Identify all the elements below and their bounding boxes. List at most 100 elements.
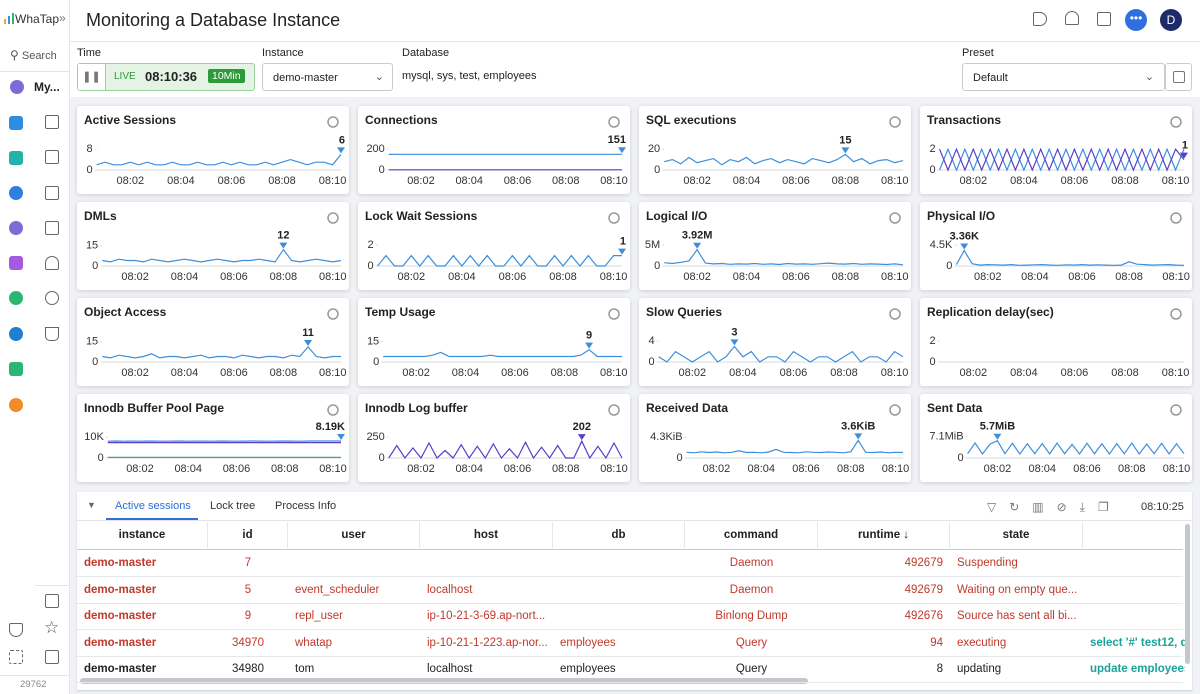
cell[interactable]: whatap <box>295 636 333 649</box>
settings-icon[interactable] <box>327 212 339 224</box>
column-header[interactable]: user <box>288 522 420 548</box>
cell[interactable]: 492676 <box>904 610 943 622</box>
menu-icon[interactable] <box>45 115 59 129</box>
cell[interactable]: 492679 <box>904 557 943 569</box>
collapse[interactable]: » <box>59 11 66 25</box>
tab[interactable]: Process Info <box>275 500 337 512</box>
menu-icon[interactable] <box>9 221 23 235</box>
column-header[interactable]: instance <box>77 522 208 548</box>
settings-icon[interactable] <box>1170 116 1182 128</box>
cell[interactable]: localhost <box>427 663 473 675</box>
save-button[interactable] <box>1165 63 1192 91</box>
settings-icon[interactable] <box>889 116 901 128</box>
menu-icon[interactable] <box>9 116 23 130</box>
menu-icon[interactable] <box>45 186 59 200</box>
tab[interactable]: Active sessions <box>115 500 191 512</box>
cell[interactable]: demo-master <box>84 610 157 622</box>
settings-icon[interactable] <box>608 404 620 416</box>
search[interactable]: ⚲ Search <box>10 48 57 62</box>
cell[interactable]: demo-master <box>84 557 157 569</box>
cell[interactable]: demo-master <box>84 663 157 675</box>
cell[interactable]: updating <box>957 663 1002 675</box>
cell[interactable]: 8 <box>936 663 943 675</box>
settings-icon[interactable] <box>1170 404 1182 416</box>
settings-icon[interactable] <box>1170 212 1182 224</box>
settings-icon[interactable] <box>608 212 620 224</box>
settings-icon[interactable] <box>327 404 339 416</box>
cell[interactable]: employees <box>560 663 616 675</box>
column-header[interactable]: id <box>208 522 288 548</box>
cell[interactable]: Query <box>735 663 768 675</box>
menu-icon[interactable] <box>9 256 23 270</box>
cell[interactable]: select '#' test12, d <box>1090 636 1185 649</box>
menu-icon[interactable] <box>45 150 59 164</box>
cell[interactable]: Binlong Dump <box>715 610 788 622</box>
menu-icon[interactable] <box>9 362 23 376</box>
cell[interactable]: 34980 <box>232 663 264 675</box>
column-header[interactable]: runtime ↓ <box>818 522 950 548</box>
menu-icon[interactable] <box>45 291 59 305</box>
time-control[interactable]: ❚❚ LIVE 08:10:36 10Min <box>77 63 255 91</box>
pause-button[interactable]: ❚❚ <box>78 64 106 90</box>
settings-icon[interactable] <box>327 116 339 128</box>
cell[interactable]: 7 <box>244 557 252 569</box>
settings-icon[interactable] <box>889 404 901 416</box>
menu-icon[interactable] <box>45 327 59 341</box>
cell[interactable]: 9 <box>244 610 252 622</box>
cell[interactable]: Daemon <box>729 583 774 596</box>
doc-icon[interactable] <box>1097 12 1111 26</box>
cell[interactable]: executing <box>957 636 1007 649</box>
settings-icon[interactable] <box>608 116 620 128</box>
menu-icon[interactable] <box>9 186 23 200</box>
cell[interactable]: 34970 <box>232 636 264 649</box>
settings-icon[interactable] <box>1170 308 1182 320</box>
avatar[interactable]: D <box>1160 9 1182 31</box>
toolbar-icons[interactable]: ▽↻▥⊘⤓❐ <box>987 500 1122 514</box>
column-header[interactable]: host <box>420 522 553 548</box>
settings-icon[interactable] <box>889 308 901 320</box>
menu-icon[interactable] <box>9 398 23 412</box>
cell[interactable]: 492679 <box>904 583 943 596</box>
cell[interactable]: Waiting on empty que... <box>957 583 1078 596</box>
menu-icon[interactable] <box>45 221 59 235</box>
cell[interactable]: Query <box>735 636 768 649</box>
cell[interactable]: demo-master <box>84 636 157 649</box>
v-scrollbar[interactable] <box>1185 524 1190 664</box>
settings-icon[interactable] <box>608 308 620 320</box>
cell[interactable]: employees <box>560 636 616 649</box>
column-header[interactable]: command <box>685 522 818 548</box>
star-icon[interactable]: ☆ <box>44 618 60 637</box>
h-scrollbar[interactable] <box>80 678 808 684</box>
column-header[interactable]: db <box>553 522 685 548</box>
chat-icon[interactable]: ••• <box>1125 9 1147 31</box>
cell[interactable]: 94 <box>930 636 943 649</box>
cell[interactable]: tom <box>295 663 315 675</box>
instance-select[interactable]: demo-master ⌄ <box>262 63 393 91</box>
settings-icon[interactable] <box>889 212 901 224</box>
cell[interactable]: ip-10-21-1-223.ap-nor... <box>427 636 548 649</box>
cell[interactable]: Daemon <box>729 557 774 569</box>
page-icon[interactable] <box>45 650 59 664</box>
theme-icon[interactable] <box>9 623 23 637</box>
menu-icon[interactable] <box>9 151 23 165</box>
cell[interactable]: repl_user <box>295 610 343 622</box>
bell-icon[interactable] <box>1065 11 1079 25</box>
cell[interactable]: update employees <box>1090 663 1185 675</box>
cell[interactable]: ip-10-21-3-69.ap-nort... <box>427 610 546 622</box>
preset-select[interactable]: Default ⌄ <box>962 63 1165 91</box>
range[interactable]: 10Min <box>208 69 245 83</box>
announce-icon[interactable] <box>1033 12 1047 26</box>
home-icon[interactable] <box>45 594 59 608</box>
menu-icon[interactable] <box>45 256 59 270</box>
cell[interactable]: 5 <box>244 583 252 596</box>
cell[interactable]: event_scheduler <box>295 583 380 596</box>
menu-icon[interactable] <box>9 291 23 305</box>
tab[interactable]: Lock tree <box>210 500 256 512</box>
cell[interactable]: demo-master <box>84 583 157 596</box>
menu-icon[interactable] <box>9 327 23 341</box>
cell[interactable]: Suspending <box>957 557 1018 569</box>
cell[interactable]: Source has sent all bi... <box>957 610 1077 622</box>
cell[interactable]: localhost <box>427 583 473 596</box>
collapse-caret[interactable]: ▼ <box>87 500 96 510</box>
settings-icon[interactable] <box>327 308 339 320</box>
